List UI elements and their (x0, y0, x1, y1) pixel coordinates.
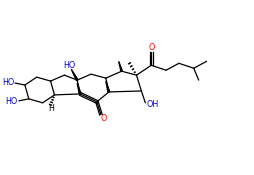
Polygon shape (71, 69, 78, 80)
Text: HO: HO (63, 61, 75, 70)
Text: HO: HO (2, 78, 14, 87)
Polygon shape (77, 83, 81, 94)
Text: HO: HO (6, 97, 18, 106)
Text: O: O (101, 114, 107, 123)
Text: O: O (148, 43, 154, 52)
Text: OH: OH (146, 100, 158, 109)
Polygon shape (106, 81, 110, 92)
Polygon shape (119, 61, 122, 71)
Text: H: H (49, 104, 54, 113)
